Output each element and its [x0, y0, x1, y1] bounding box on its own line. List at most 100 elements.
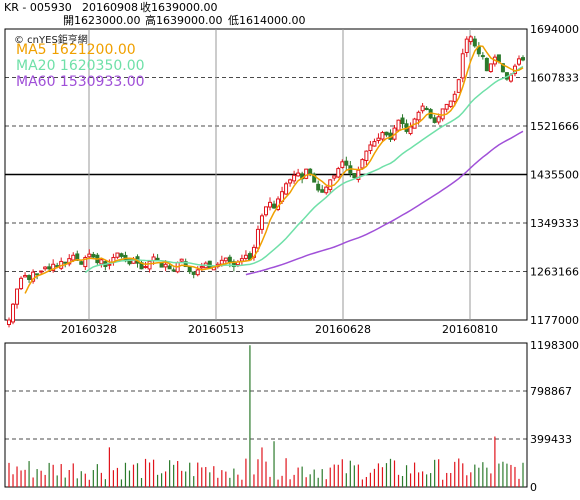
candle-body: [243, 254, 248, 259]
candle-body: [500, 63, 505, 73]
y-tick-label: 1521666.6: [530, 120, 580, 133]
candle-body: [364, 150, 369, 161]
x-tick-label: 20160810: [442, 323, 498, 336]
legend-ma5: MA5 1621200.00: [16, 42, 136, 58]
candle-body: [195, 269, 200, 276]
candle-body: [163, 263, 168, 268]
candle-body: [420, 105, 425, 112]
candle-body: [35, 273, 40, 276]
x-tick-label: 20160513: [188, 323, 244, 336]
candle-body: [219, 259, 224, 265]
candle-body: [79, 261, 84, 265]
high-price: 高1639000.00: [145, 14, 223, 27]
candle-body: [63, 261, 68, 264]
candle-body: [272, 203, 277, 209]
candle-body: [23, 275, 28, 278]
candle-body: [464, 38, 469, 53]
candle-body: [255, 228, 260, 249]
candle-body: [452, 93, 457, 102]
candle-body: [167, 265, 172, 270]
volume-tick-label: 798867: [530, 385, 572, 398]
candle-body: [27, 275, 32, 280]
candle-body: [400, 117, 405, 125]
candle-body: [340, 161, 345, 168]
candle-body: [304, 168, 309, 179]
candle-body: [328, 179, 333, 191]
date-text: 20160908: [82, 1, 138, 14]
y-tick-label: 1694000.0: [530, 23, 580, 36]
candle-body: [91, 253, 96, 258]
candle-body: [432, 117, 437, 123]
volume-tick-label: 0: [530, 481, 537, 494]
y-tick-label: 1607833.3: [530, 72, 580, 85]
candle-body: [416, 111, 421, 121]
legend-ma60: MA60 1530933.00: [16, 74, 145, 90]
candle-body: [191, 271, 196, 275]
candle-body: [480, 55, 485, 58]
candle-body: [115, 252, 120, 258]
candle-body: [424, 107, 429, 110]
quote-header: KR - 005930 20160908 收1639000.00 開162300…: [0, 0, 580, 30]
candle-body: [11, 303, 16, 323]
candle-body: [312, 173, 317, 183]
candle-body: [107, 263, 112, 266]
candle-body: [396, 119, 401, 131]
y-tick-label: 1177000.0: [530, 314, 580, 327]
candle-body: [51, 263, 56, 271]
candle-body: [187, 266, 192, 273]
candle-body: [179, 258, 184, 262]
candle-body: [292, 174, 297, 182]
candle-body: [223, 257, 228, 262]
ma5-line: [24, 45, 524, 294]
candle-body: [508, 74, 513, 82]
candle-body: [468, 36, 473, 43]
candle-body: [336, 168, 341, 178]
symbol-text: KR - 005930: [4, 1, 72, 14]
candle-body: [39, 270, 44, 273]
candle-body: [444, 103, 449, 110]
close-price: 收1639000.00: [140, 1, 218, 14]
candle-body: [408, 126, 413, 135]
candle-body: [516, 58, 521, 65]
candle-body: [296, 172, 301, 177]
candle-body: [372, 141, 377, 147]
candle-body: [460, 53, 465, 79]
volume-tick-label: 399433: [530, 433, 572, 446]
candle-body: [183, 261, 188, 268]
candle-body: [352, 173, 357, 179]
candle-body: [380, 132, 385, 140]
candle-body: [47, 266, 52, 270]
candle-body: [15, 288, 20, 305]
candle-body: [344, 160, 349, 166]
candle-body: [199, 266, 204, 269]
y-tick-label: 1263166.6: [530, 266, 580, 279]
legend-ma20: MA20 1620350.00: [16, 58, 145, 74]
candle-body: [448, 100, 453, 107]
candle-body: [472, 38, 477, 47]
candle-body: [171, 269, 176, 272]
x-tick-label: 20160328: [61, 323, 117, 336]
candle-body: [440, 108, 445, 120]
candle-body: [384, 131, 389, 136]
candle-body: [288, 179, 293, 184]
candle-body: [360, 159, 365, 169]
low-price: 低1614000.00: [228, 14, 306, 27]
candle-body: [83, 257, 88, 268]
y-tick-label: 1349333.3: [530, 217, 580, 230]
candle-body: [259, 215, 264, 230]
candle-body: [320, 189, 325, 193]
candle-body: [239, 258, 244, 262]
candle-body: [119, 253, 124, 257]
candle-body: [456, 79, 461, 93]
ma60-line: [245, 130, 524, 276]
volume-tick-label: 1198300: [530, 339, 579, 352]
candle-body: [264, 206, 268, 216]
candle-body: [19, 277, 24, 290]
candle-body: [496, 54, 501, 63]
candle-body: [31, 271, 36, 282]
y-tick-label: 1435500.0: [530, 169, 580, 182]
candle-body: [324, 186, 329, 194]
candle-body: [43, 266, 48, 270]
ma20-line: [84, 65, 524, 274]
